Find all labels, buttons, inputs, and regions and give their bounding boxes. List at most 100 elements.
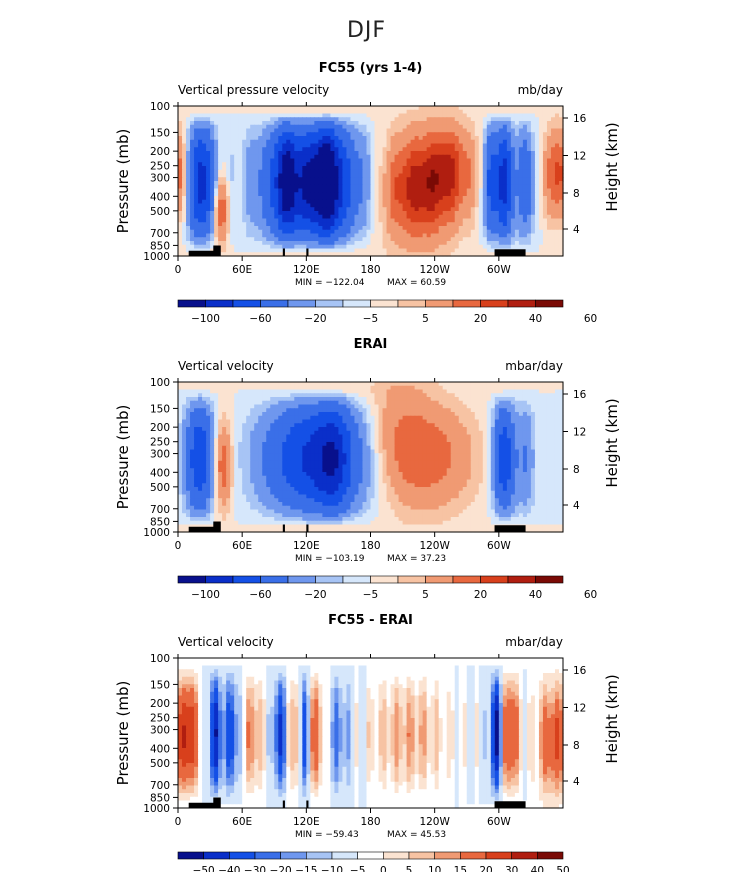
colorbar-swatch [177,851,204,860]
x-tick-label: 60E [232,540,252,552]
colorbar-swatch [370,575,399,584]
colorbar-swatch [511,851,538,860]
colorbar-swatch [342,575,371,584]
colorbar-label: 40 [529,589,542,601]
colorbar-swatch [232,299,261,308]
y-tick-label: 400 [150,743,170,755]
colorbar-swatch [287,575,316,584]
y-tick-label: 850 [150,516,170,528]
colorbar-label: −20 [304,313,326,325]
y-right-tick-label: 16 [573,113,587,125]
colorbar-swatch [260,575,289,584]
topography-mask [188,250,216,256]
colorbar-swatch [254,851,281,860]
colorbar-swatch [205,299,234,308]
y-right-axis-label: Height (km) [603,674,621,763]
topography-mask [282,524,285,532]
colorbar-label: 40 [529,313,542,325]
colorbar-swatch [229,851,256,860]
colorbar-swatch [397,575,426,584]
topography-mask [306,248,309,256]
colorbar-label: −30 [244,865,266,872]
y-axis-label: Pressure (mb) [114,681,132,786]
min-label: MIN = −59.43 [295,830,359,840]
topography-mask [213,245,221,256]
y-right-tick-label: 12 [573,151,586,163]
colorbar-swatch [408,851,435,860]
colorbar-swatch [315,575,344,584]
y-tick-label: 400 [150,467,170,479]
y-tick-label: 150 [150,403,170,415]
colorbar-label: −5 [363,589,378,601]
colorbar-label: −50 [193,865,215,872]
colorbar-swatch [357,851,384,860]
y-tick-label: 100 [150,377,170,389]
x-tick-label: 180 [360,816,380,828]
colorbar-label: 5 [406,865,413,872]
colorbar-label: 60 [584,589,597,601]
topography-mask [494,249,526,256]
colorbar-swatch [287,299,316,308]
x-tick-label: 120E [293,816,320,828]
colorbar-swatch [342,299,371,308]
topography-mask [306,800,309,808]
y-right-tick-label: 8 [573,740,580,752]
contour-field [178,382,564,533]
colorbar-swatch [535,575,564,584]
y-tick-label: 300 [150,725,170,737]
y-tick-label: 200 [150,698,170,710]
y-right-tick-label: 4 [573,224,580,236]
y-right-tick-label: 8 [573,464,580,476]
colorbar-swatch [507,575,536,584]
topography-mask [188,802,216,808]
colorbar-swatch [425,575,454,584]
colorbar-label: 20 [474,589,487,601]
colorbar-label: 20 [479,865,492,872]
colorbar-label: −15 [295,865,317,872]
y-right-tick-label: 4 [573,776,580,788]
y-tick-label: 150 [150,127,170,139]
x-tick-label: 0 [175,540,182,552]
colorbar-swatch [537,851,564,860]
topography-mask [213,797,221,808]
colorbar-swatch [434,851,461,860]
topography-mask [282,800,285,808]
colorbar-label: 10 [428,865,441,872]
y-right-tick-label: 4 [573,500,580,512]
y-right-tick-label: 8 [573,188,580,200]
x-tick-label: 180 [360,540,380,552]
panel-units: mbar/day [505,635,563,649]
x-tick-label: 60W [487,264,511,276]
y-right-tick-label: 12 [573,703,586,715]
colorbar-swatch [315,299,344,308]
panel-left-subtitle: Vertical pressure velocity [178,83,329,97]
colorbar-label: 60 [584,313,597,325]
colorbar-swatch [425,299,454,308]
min-label: MIN = −103.19 [295,554,365,564]
colorbar-label: −20 [270,865,292,872]
x-tick-label: 120E [293,264,320,276]
colorbar-label: −10 [321,865,343,872]
x-tick-label: 120W [419,816,450,828]
colorbar-label: 40 [531,865,544,872]
colorbar-label: 50 [556,865,569,872]
colorbar-label: −5 [350,865,365,872]
panel-title: ERAI [354,337,388,352]
panel-title: FC55 - ERAI [328,613,413,628]
y-right-axis-label: Height (km) [603,398,621,487]
panel-left-subtitle: Vertical velocity [178,359,274,373]
x-tick-label: 180 [360,264,380,276]
x-tick-label: 60E [232,816,252,828]
y-tick-label: 250 [150,437,170,449]
colorbar-label: −40 [218,865,240,872]
y-tick-label: 200 [150,146,170,158]
max-label: MAX = 37.23 [387,554,446,564]
colorbar-label: 0 [380,865,387,872]
y-right-tick-label: 16 [573,389,587,401]
colorbar-swatch [331,851,358,860]
colorbar-label: −20 [304,589,326,601]
colorbar-swatch [177,575,206,584]
colorbar-swatch [205,575,234,584]
x-tick-label: 120W [419,540,450,552]
contour-field [178,106,564,257]
